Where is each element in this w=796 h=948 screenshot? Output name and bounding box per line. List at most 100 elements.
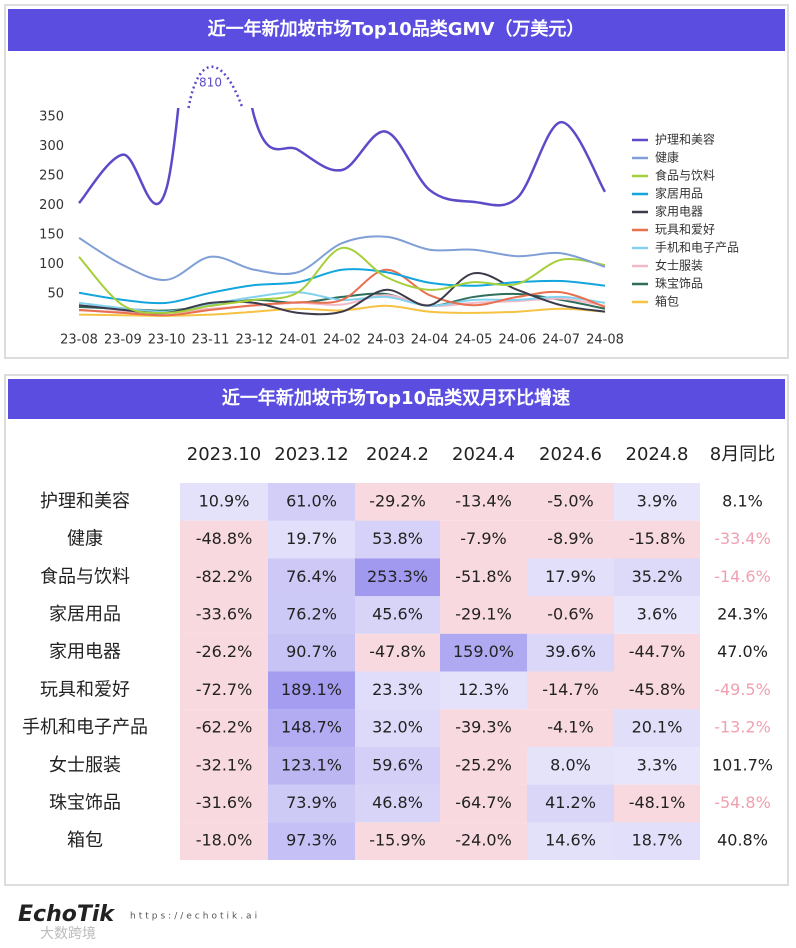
chart-title: 近一年新加坡市场Top10品类GMV（万美元）	[208, 18, 585, 40]
cell: 61.0%	[286, 491, 337, 510]
row-label: 手机和电子产品	[22, 717, 148, 738]
line	[78, 268, 606, 317]
cell: 23.3%	[372, 680, 423, 699]
cell: 8.0%	[550, 755, 591, 774]
y-tick-label: 350	[39, 109, 64, 124]
line	[78, 108, 607, 207]
cell: -8.9%	[547, 529, 593, 548]
cell-bg	[440, 596, 527, 634]
cell-bg	[355, 558, 440, 597]
x-tick-label: 23-08	[60, 333, 98, 348]
cell: -14.7%	[542, 680, 599, 699]
cell: -44.7%	[629, 642, 686, 661]
cell: 10.9%	[199, 491, 250, 510]
cell: -26.2%	[196, 642, 253, 661]
plot	[78, 108, 607, 317]
cell: -62.2%	[196, 718, 253, 737]
cell: 101.7%	[712, 755, 773, 774]
cell-bg	[527, 558, 614, 597]
cell: 12.3%	[458, 680, 509, 699]
chart-panel	[4, 4, 789, 359]
y-tick-label: 300	[39, 139, 64, 154]
x-tick-label: 24-05	[455, 333, 493, 348]
cell: -0.6%	[547, 604, 593, 623]
cell-bg	[440, 822, 527, 860]
cell-bg	[527, 520, 614, 559]
x-tick-label: 24-02	[323, 333, 361, 348]
column-header: 2024.4	[452, 444, 515, 465]
line	[78, 235, 606, 281]
cell: 47.0%	[717, 642, 768, 661]
cell: -14.6%	[714, 567, 771, 586]
row-label: 珠宝饰品	[49, 792, 121, 813]
cell: 17.9%	[545, 567, 596, 586]
cell: 123.1%	[281, 755, 342, 774]
cell: 59.6%	[372, 755, 423, 774]
x-tick-label: 24-07	[542, 333, 580, 348]
cell: -5.0%	[547, 491, 593, 510]
cell-bg	[180, 483, 268, 521]
cell: -47.8%	[369, 642, 426, 661]
cell-bg	[180, 596, 268, 634]
cell-bg	[355, 596, 440, 634]
cell-bg	[180, 784, 268, 823]
cell-bg	[355, 633, 440, 672]
x-tick-label: 24-04	[411, 333, 449, 348]
cell: -31.6%	[196, 793, 253, 812]
line	[78, 268, 606, 305]
cell: -32.1%	[196, 755, 253, 774]
cell-bg	[268, 520, 355, 559]
cell-bg	[355, 822, 440, 860]
line	[78, 292, 606, 312]
cell-bg	[355, 671, 440, 710]
cell: 3.9%	[637, 491, 678, 510]
cell-bg	[614, 596, 700, 634]
cell-bg	[440, 671, 527, 710]
legend-label: 玩具和爱好	[655, 223, 715, 237]
cell: 253.3%	[367, 567, 428, 586]
url: https://echotik.ai	[130, 912, 260, 922]
cell: -51.8%	[455, 567, 512, 586]
cell-bg	[614, 558, 700, 597]
cell: 46.8%	[372, 793, 423, 812]
cell: 35.2%	[632, 567, 683, 586]
cell-bg	[440, 784, 527, 823]
x-tick-label: 23-10	[148, 333, 186, 348]
cell: 41.2%	[545, 793, 596, 812]
row-label: 护理和美容	[40, 491, 130, 512]
cell: -48.1%	[629, 793, 686, 812]
cell: -13.4%	[455, 491, 512, 510]
cell-bg	[527, 709, 614, 747]
cell: 3.3%	[637, 755, 678, 774]
cell-bg	[527, 671, 614, 710]
cell: -4.1%	[547, 718, 593, 737]
legend-label: 女士服装	[655, 258, 703, 273]
row-label: 家用电器	[49, 642, 121, 663]
cell: -64.7%	[455, 793, 512, 812]
cell-bg	[527, 483, 614, 521]
column-header: 8月同比	[710, 444, 775, 465]
legend-label: 箱包	[655, 294, 679, 309]
cell-bg	[614, 633, 700, 672]
y-tick-label: 150	[39, 227, 64, 242]
legend-label: 护理和美容	[655, 132, 715, 147]
legend-label: 家居用品	[655, 186, 703, 201]
y-tick-label: 50	[47, 286, 64, 301]
cell: -7.9%	[460, 529, 506, 548]
cell: -39.3%	[455, 718, 512, 737]
y-tick-label: 100	[39, 257, 64, 272]
cell-bg	[268, 709, 355, 747]
cell-bg	[527, 596, 614, 634]
legend-label: 家用电器	[655, 204, 703, 219]
cell: 14.6%	[545, 831, 596, 850]
cell: -45.8%	[629, 680, 686, 699]
cell-bg	[440, 709, 527, 747]
cell: 32.0%	[372, 718, 423, 737]
cell: 76.4%	[286, 567, 337, 586]
cell: 90.7%	[286, 642, 337, 661]
column-header: 2023.10	[187, 444, 261, 465]
cell: 40.8%	[717, 831, 768, 850]
row-label: 玩具和爱好	[40, 679, 130, 700]
cell-bg	[268, 558, 355, 597]
